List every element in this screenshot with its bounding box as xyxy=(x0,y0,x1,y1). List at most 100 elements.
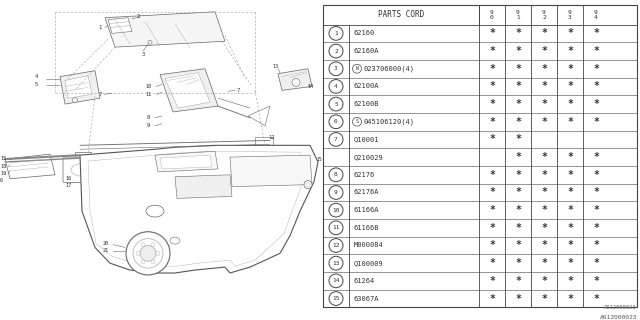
Text: 023706000(4): 023706000(4) xyxy=(364,66,415,72)
Circle shape xyxy=(329,132,343,146)
Text: 2: 2 xyxy=(334,49,338,53)
Circle shape xyxy=(151,260,155,264)
Bar xyxy=(75,152,91,164)
Text: 6: 6 xyxy=(334,119,338,124)
Text: *: * xyxy=(489,188,495,197)
Text: 3: 3 xyxy=(141,52,145,58)
Ellipse shape xyxy=(146,205,164,217)
Polygon shape xyxy=(160,69,218,112)
Text: *: * xyxy=(515,276,521,286)
Text: *: * xyxy=(515,170,521,180)
Text: *: * xyxy=(515,241,521,251)
Circle shape xyxy=(329,221,343,235)
Text: *: * xyxy=(593,188,599,197)
Text: *: * xyxy=(593,241,599,251)
Circle shape xyxy=(148,40,152,44)
Text: *: * xyxy=(541,99,547,109)
Text: 12: 12 xyxy=(332,243,340,248)
Text: 9
3: 9 3 xyxy=(568,10,572,20)
Text: *: * xyxy=(515,293,521,303)
Text: *: * xyxy=(515,205,521,215)
Text: *: * xyxy=(515,117,521,127)
Text: 63067A: 63067A xyxy=(354,295,380,301)
Text: 19: 19 xyxy=(0,171,6,176)
Text: *: * xyxy=(541,188,547,197)
Text: 9
1: 9 1 xyxy=(516,10,520,20)
Text: *: * xyxy=(515,188,521,197)
Circle shape xyxy=(126,232,170,275)
Text: *: * xyxy=(567,99,573,109)
Text: *: * xyxy=(515,64,521,74)
Text: *: * xyxy=(515,258,521,268)
Polygon shape xyxy=(105,12,225,47)
Circle shape xyxy=(141,243,145,247)
Text: *: * xyxy=(567,81,573,92)
Text: *: * xyxy=(541,223,547,233)
Text: *: * xyxy=(541,241,547,251)
Text: *: * xyxy=(489,99,495,109)
Text: 17: 17 xyxy=(65,183,71,188)
Text: 15: 15 xyxy=(0,156,6,161)
Text: *: * xyxy=(489,117,495,127)
Text: *: * xyxy=(541,152,547,162)
Text: 15: 15 xyxy=(316,156,322,162)
Polygon shape xyxy=(230,155,312,187)
Text: 9: 9 xyxy=(334,190,338,195)
Text: 9
2: 9 2 xyxy=(542,10,546,20)
Text: *: * xyxy=(593,152,599,162)
Circle shape xyxy=(306,183,310,187)
Circle shape xyxy=(133,239,163,268)
Text: *: * xyxy=(489,64,495,74)
Text: *: * xyxy=(593,28,599,38)
Circle shape xyxy=(329,27,343,40)
Circle shape xyxy=(329,44,343,58)
Text: 62100B: 62100B xyxy=(354,101,380,107)
Text: *: * xyxy=(515,223,521,233)
Text: 14: 14 xyxy=(332,278,340,283)
Text: M000084: M000084 xyxy=(354,243,384,249)
Text: *: * xyxy=(593,293,599,303)
Text: 5: 5 xyxy=(35,82,38,87)
Text: 1: 1 xyxy=(99,25,102,30)
Text: 62160A: 62160A xyxy=(354,48,380,54)
Text: *: * xyxy=(541,205,547,215)
Circle shape xyxy=(329,292,343,305)
Polygon shape xyxy=(175,175,232,198)
Circle shape xyxy=(329,115,343,129)
Circle shape xyxy=(329,203,343,217)
Circle shape xyxy=(329,80,343,93)
Text: 61166A: 61166A xyxy=(354,207,380,213)
Circle shape xyxy=(156,252,160,255)
Circle shape xyxy=(329,274,343,288)
Text: *: * xyxy=(567,241,573,251)
Text: 15: 15 xyxy=(332,296,340,301)
Circle shape xyxy=(72,98,77,103)
Circle shape xyxy=(136,252,140,255)
Text: *: * xyxy=(489,293,495,303)
Circle shape xyxy=(151,243,155,247)
Text: 61166B: 61166B xyxy=(354,225,380,231)
Text: 5: 5 xyxy=(334,101,338,107)
Text: *: * xyxy=(541,258,547,268)
Text: *: * xyxy=(515,81,521,92)
Text: *: * xyxy=(567,293,573,303)
Text: 13: 13 xyxy=(332,261,340,266)
Text: A612000023: A612000023 xyxy=(604,305,636,310)
Text: *: * xyxy=(567,205,573,215)
Text: *: * xyxy=(593,205,599,215)
Text: *: * xyxy=(515,152,521,162)
Text: Q210029: Q210029 xyxy=(354,154,384,160)
Polygon shape xyxy=(60,71,100,104)
Text: 11: 11 xyxy=(332,225,340,230)
Text: *: * xyxy=(567,152,573,162)
Text: *: * xyxy=(567,64,573,74)
Text: *: * xyxy=(541,117,547,127)
Text: 8: 8 xyxy=(147,115,150,120)
Text: *: * xyxy=(567,117,573,127)
Text: *: * xyxy=(593,46,599,56)
Text: *: * xyxy=(489,258,495,268)
Text: *: * xyxy=(541,170,547,180)
Text: *: * xyxy=(489,28,495,38)
Text: S: S xyxy=(356,119,358,124)
Polygon shape xyxy=(278,69,312,90)
